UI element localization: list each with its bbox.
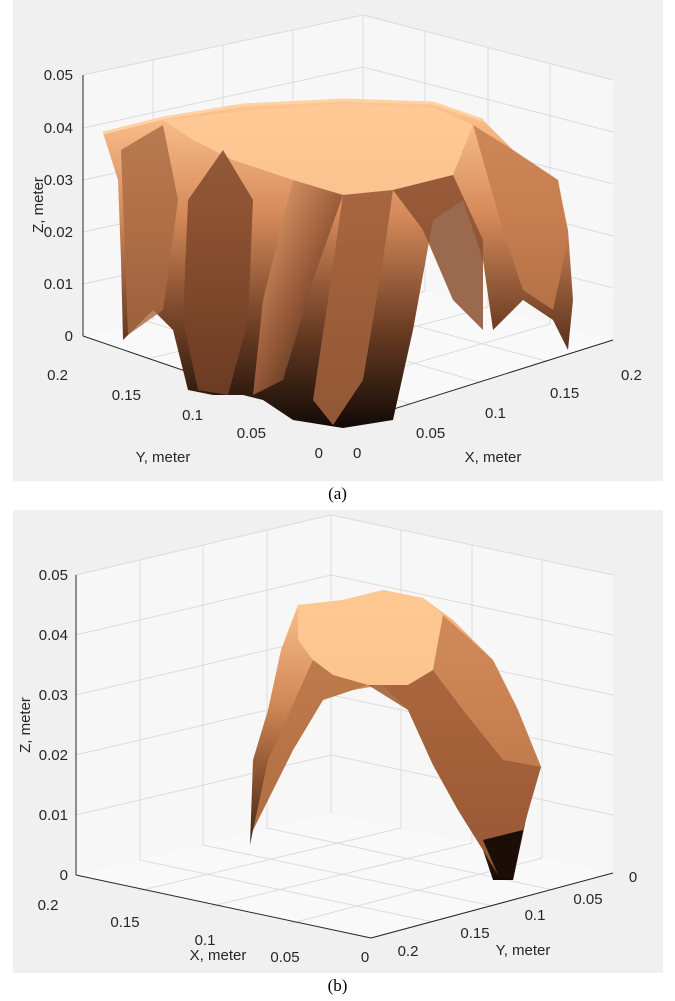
y-tick: 0.2 (47, 367, 68, 384)
chart-a-z-ticks: 0.05 0.04 0.03 0.02 0.01 0 (44, 67, 73, 345)
chart-b-x-axis (75, 874, 372, 939)
z-tick: 0.04 (44, 120, 73, 137)
chart-b-panel: 0.05 0.04 0.03 0.02 0.01 0 0.2 0.15 0.1 … (13, 510, 663, 973)
x-tick: 0.15 (110, 914, 139, 931)
z-tick: 0.02 (39, 747, 68, 764)
z-tick: 0.01 (44, 276, 73, 293)
y-tick: 0.1 (182, 407, 203, 424)
x-tick: 0.1 (485, 405, 506, 422)
chart-b-x-ticks: 0.2 0.15 0.1 0.05 0 (38, 897, 370, 966)
x-tick: 0.05 (416, 425, 445, 442)
chart-b-y-ticks: 0.2 0.15 0.1 0.05 0 (398, 869, 638, 960)
x-tick: 0 (353, 445, 361, 462)
chart-a-z-label: Z, meter (30, 177, 47, 233)
z-tick: 0.05 (44, 67, 73, 84)
y-tick: 0.05 (573, 891, 602, 908)
z-tick: 0.03 (39, 687, 68, 704)
chart-b-y-label: Y, meter (496, 942, 551, 959)
chart-b-surface (250, 590, 541, 880)
chart-a-x-label: X, meter (465, 449, 522, 466)
chart-b-x-label: X, meter (190, 947, 247, 964)
chart-b-grid (75, 514, 614, 938)
y-tick: 0.15 (460, 925, 489, 942)
caption-b: (b) (327, 976, 348, 995)
x-tick: 0.2 (621, 367, 642, 384)
y-tick: 0 (629, 869, 637, 886)
caption-a: (a) (328, 484, 347, 503)
y-tick: 0.1 (525, 907, 546, 924)
z-tick: 0 (60, 867, 68, 884)
x-tick: 0.2 (38, 897, 59, 914)
y-tick: 0.2 (398, 943, 419, 960)
chart-b-axes (75, 575, 614, 939)
chart-a-x-ticks: 0 0.05 0.1 0.15 0.2 (353, 367, 642, 462)
x-tick: 0 (361, 949, 369, 966)
x-tick: 0.1 (195, 932, 216, 949)
y-tick: 0.15 (112, 387, 141, 404)
z-tick: 0.04 (39, 627, 68, 644)
chart-a-y-ticks: 0.2 0.15 0.1 0.05 0 (47, 367, 323, 462)
chart-b-svg: 0.05 0.04 0.03 0.02 0.01 0 0.2 0.15 0.1 … (17, 514, 638, 966)
z-tick: 0.05 (39, 567, 68, 584)
chart-a-panel: 0.05 0.04 0.03 0.02 0.01 0 0.2 0.15 0.1 … (13, 0, 663, 481)
chart-b-z-label: Z, meter (17, 697, 34, 753)
chart-a-y-label: Y, meter (136, 449, 191, 466)
chart-b-z-ticks: 0.05 0.04 0.03 0.02 0.01 0 (39, 567, 68, 884)
chart-b-y-axis (370, 872, 614, 939)
z-tick: 0.03 (44, 172, 73, 189)
chart-a-svg: 0.05 0.04 0.03 0.02 0.01 0 0.2 0.15 0.1 … (30, 14, 642, 466)
x-tick: 0.05 (270, 949, 299, 966)
x-tick: 0.15 (550, 385, 579, 402)
z-tick: 0.02 (44, 224, 73, 241)
y-tick: 0 (315, 445, 323, 462)
chart-a-surface (102, 98, 573, 428)
y-tick: 0.05 (237, 425, 266, 442)
z-tick: 0 (65, 328, 73, 345)
z-tick: 0.01 (39, 807, 68, 824)
